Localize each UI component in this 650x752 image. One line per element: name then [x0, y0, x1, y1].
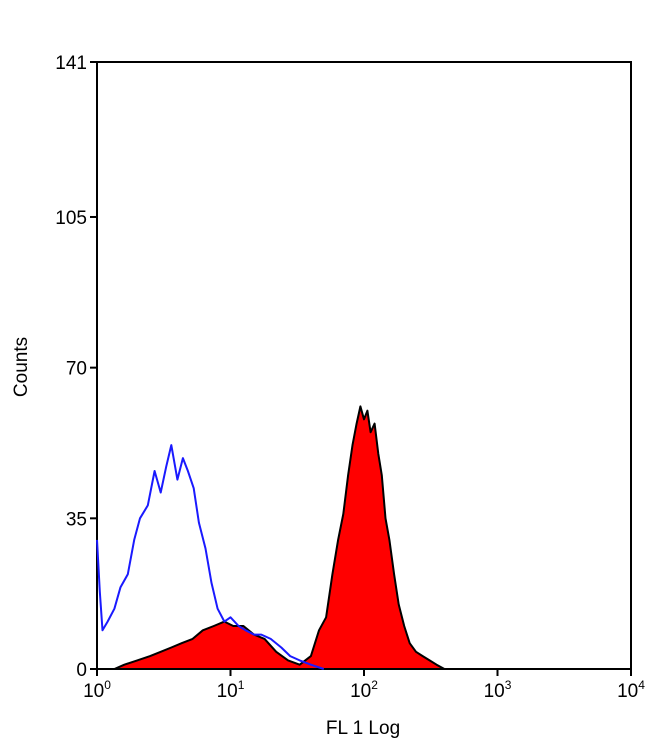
- x-tick-label: 104: [617, 678, 645, 702]
- x-tick-label: 101: [217, 678, 245, 702]
- x-axis-title: FL 1 Log: [326, 718, 400, 739]
- axis-layer: 0 35 70 105 141 100 101 102 103 104: [55, 53, 645, 702]
- y-tick-label: 70: [66, 359, 87, 380]
- y-tick-label: 105: [55, 208, 87, 229]
- y-tick-label: 35: [66, 509, 87, 530]
- series-outline-histogram: [96, 444, 325, 670]
- y-tick-label: 0: [76, 660, 87, 681]
- series-filled-histogram: [113, 405, 446, 670]
- y-axis-title: Counts: [11, 337, 32, 397]
- y-tick-label: 141: [55, 53, 87, 74]
- series-layer: [96, 405, 446, 670]
- x-tick-label: 100: [83, 678, 111, 702]
- x-tick-label: 103: [484, 678, 512, 702]
- x-tick-label: 102: [350, 678, 378, 702]
